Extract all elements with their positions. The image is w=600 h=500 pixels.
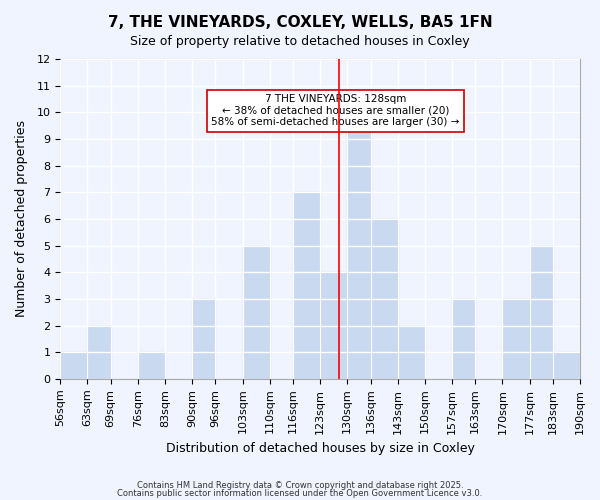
Text: Contains HM Land Registry data © Crown copyright and database right 2025.: Contains HM Land Registry data © Crown c…: [137, 481, 463, 490]
Bar: [452, 299, 475, 379]
Bar: [320, 272, 347, 379]
Bar: [553, 352, 580, 379]
X-axis label: Distribution of detached houses by size in Coxley: Distribution of detached houses by size …: [166, 442, 475, 455]
Text: 7 THE VINEYARDS: 128sqm
← 38% of detached houses are smaller (20)
58% of semi-de: 7 THE VINEYARDS: 128sqm ← 38% of detache…: [211, 94, 460, 128]
Text: Size of property relative to detached houses in Coxley: Size of property relative to detached ho…: [130, 35, 470, 48]
Bar: [60, 352, 88, 379]
Bar: [398, 326, 425, 379]
Bar: [293, 192, 320, 379]
Bar: [192, 299, 215, 379]
Bar: [138, 352, 165, 379]
Text: 7, THE VINEYARDS, COXLEY, WELLS, BA5 1FN: 7, THE VINEYARDS, COXLEY, WELLS, BA5 1FN: [107, 15, 493, 30]
Bar: [88, 326, 110, 379]
Bar: [502, 299, 530, 379]
Bar: [530, 246, 553, 379]
Bar: [347, 112, 371, 379]
Text: Contains public sector information licensed under the Open Government Licence v3: Contains public sector information licen…: [118, 488, 482, 498]
Bar: [371, 219, 398, 379]
Y-axis label: Number of detached properties: Number of detached properties: [15, 120, 28, 318]
Bar: [242, 246, 269, 379]
